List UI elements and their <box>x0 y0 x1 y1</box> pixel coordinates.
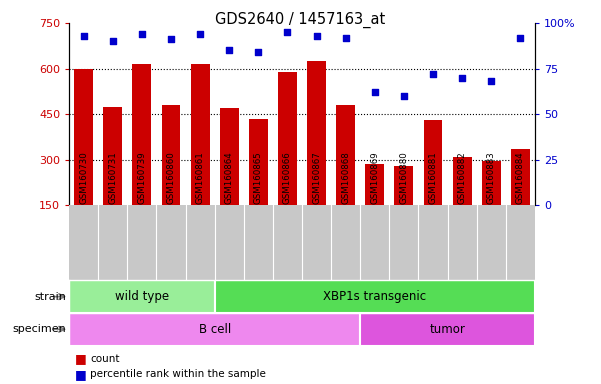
Point <box>370 89 380 95</box>
Text: tumor: tumor <box>430 323 466 336</box>
Bar <box>336 105 355 205</box>
Point <box>516 35 525 41</box>
Text: specimen: specimen <box>13 324 66 334</box>
Point <box>457 74 467 81</box>
Bar <box>132 64 151 205</box>
Bar <box>394 166 413 205</box>
Text: B cell: B cell <box>198 323 231 336</box>
Bar <box>453 157 472 205</box>
Bar <box>220 108 239 205</box>
Point <box>428 71 438 77</box>
Text: percentile rank within the sample: percentile rank within the sample <box>90 369 266 379</box>
Point <box>254 49 263 55</box>
Point <box>224 47 234 53</box>
Point <box>79 33 88 39</box>
Point <box>486 78 496 84</box>
Bar <box>103 107 122 205</box>
Bar <box>278 72 297 205</box>
Point <box>108 38 118 44</box>
Bar <box>482 161 501 205</box>
Text: GDS2640 / 1457163_at: GDS2640 / 1457163_at <box>215 12 386 28</box>
Bar <box>69 280 215 313</box>
Text: wild type: wild type <box>115 290 169 303</box>
Text: ■: ■ <box>75 353 87 366</box>
Bar <box>511 149 530 205</box>
Bar <box>307 61 326 205</box>
Bar <box>69 313 360 346</box>
Text: ■: ■ <box>75 368 87 381</box>
Point <box>195 31 205 37</box>
Bar <box>74 69 93 205</box>
Point <box>166 36 176 43</box>
Bar <box>365 164 384 205</box>
Bar <box>424 120 442 205</box>
Text: XBP1s transgenic: XBP1s transgenic <box>323 290 426 303</box>
Bar <box>360 313 535 346</box>
Point <box>137 31 147 37</box>
Bar <box>249 119 268 205</box>
Bar <box>215 280 535 313</box>
Bar <box>162 105 180 205</box>
Bar <box>191 64 210 205</box>
Point <box>282 29 292 35</box>
Point <box>399 93 409 99</box>
Text: strain: strain <box>34 291 66 302</box>
Point <box>341 35 350 41</box>
Point <box>312 33 322 39</box>
Text: count: count <box>90 354 120 364</box>
